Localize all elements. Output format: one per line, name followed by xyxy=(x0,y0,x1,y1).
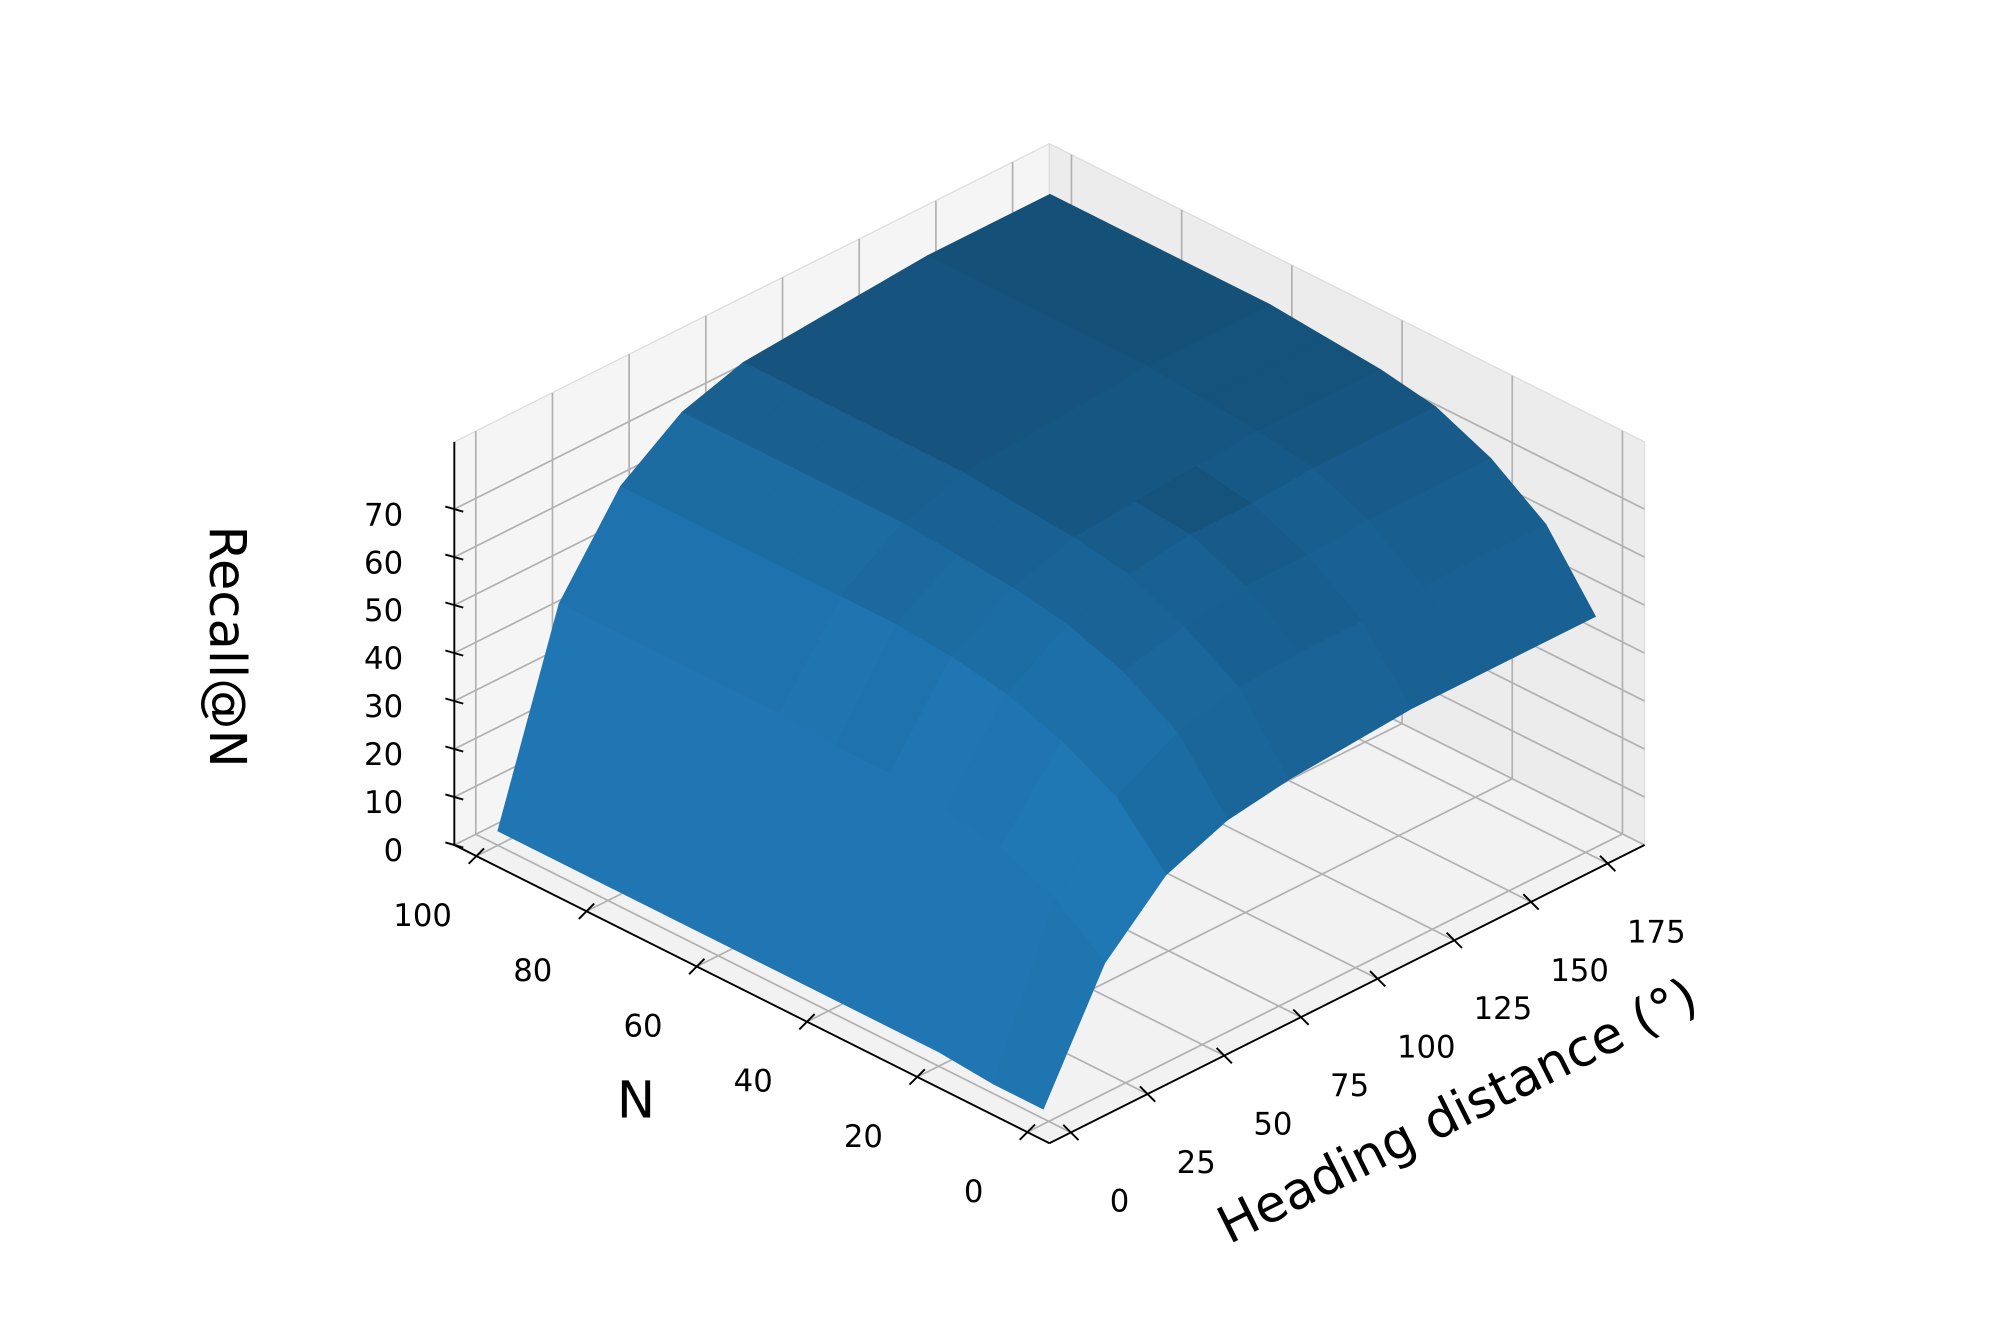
tick-mark xyxy=(1139,1085,1156,1103)
surface-patch xyxy=(993,899,1106,1110)
x-tick-label: 150 xyxy=(1550,953,1609,989)
x-tick-label: 175 xyxy=(1627,914,1686,950)
surface xyxy=(497,193,1597,1110)
grid-line xyxy=(475,833,1072,1134)
tick-mark xyxy=(445,793,464,801)
y-axis-label: N xyxy=(617,1071,655,1131)
tick-mark xyxy=(578,902,595,920)
y-tick-label: 80 xyxy=(513,953,552,989)
tick-mark xyxy=(1215,1047,1233,1064)
tick-mark xyxy=(798,1013,816,1031)
tick-mark xyxy=(445,601,464,609)
z-tick-label: 50 xyxy=(364,593,403,629)
y-tick-label: 100 xyxy=(393,898,452,934)
y-tick-label: 60 xyxy=(623,1008,662,1044)
z-tick-label: 10 xyxy=(364,785,403,821)
x-tick-label: 125 xyxy=(1474,991,1533,1027)
tick-mark xyxy=(1292,1008,1310,1026)
z-tick-label: 30 xyxy=(364,689,403,725)
tick-mark xyxy=(468,847,485,865)
tick-mark xyxy=(445,649,464,657)
tick-mark xyxy=(688,958,706,975)
z-axis-label: Recall@N xyxy=(197,526,257,768)
grid-line xyxy=(1026,833,1623,1133)
z-tick-label: 70 xyxy=(364,497,403,533)
tick-mark xyxy=(1522,893,1540,911)
tick-mark xyxy=(908,1068,926,1086)
tick-mark xyxy=(445,745,464,753)
tick-mark xyxy=(445,697,464,705)
tick-mark xyxy=(445,553,464,561)
tick-mark xyxy=(445,505,464,513)
axis-line xyxy=(453,844,1050,1145)
tick-mark xyxy=(1599,855,1617,872)
x-tick-label: 0 xyxy=(1110,1183,1130,1219)
x-tick-label: 50 xyxy=(1253,1106,1292,1142)
x-tick-label: 25 xyxy=(1177,1145,1216,1181)
tick-mark xyxy=(1445,931,1463,949)
tick-mark xyxy=(1019,1123,1036,1141)
tick-mark xyxy=(445,841,464,849)
z-tick-label: 20 xyxy=(364,737,403,773)
y-tick-label: 20 xyxy=(844,1119,883,1155)
z-tick-label: 40 xyxy=(364,641,403,677)
tick-mark xyxy=(1062,1124,1080,1141)
tick-mark xyxy=(1369,970,1386,988)
axis-line xyxy=(1048,844,1645,1145)
y-tick-label: 0 xyxy=(964,1174,984,1210)
z-tick-label: 60 xyxy=(364,545,403,581)
z-tick-label: 0 xyxy=(384,833,404,869)
x-tick-label: 100 xyxy=(1397,1030,1456,1066)
axes: 0 25 50 75 100 125 150 175 0 20 40 60 80 100 0 10 20 30 40… xyxy=(364,441,1686,1219)
x-tick-label: 75 xyxy=(1330,1068,1369,1104)
y-tick-label: 40 xyxy=(734,1064,773,1100)
